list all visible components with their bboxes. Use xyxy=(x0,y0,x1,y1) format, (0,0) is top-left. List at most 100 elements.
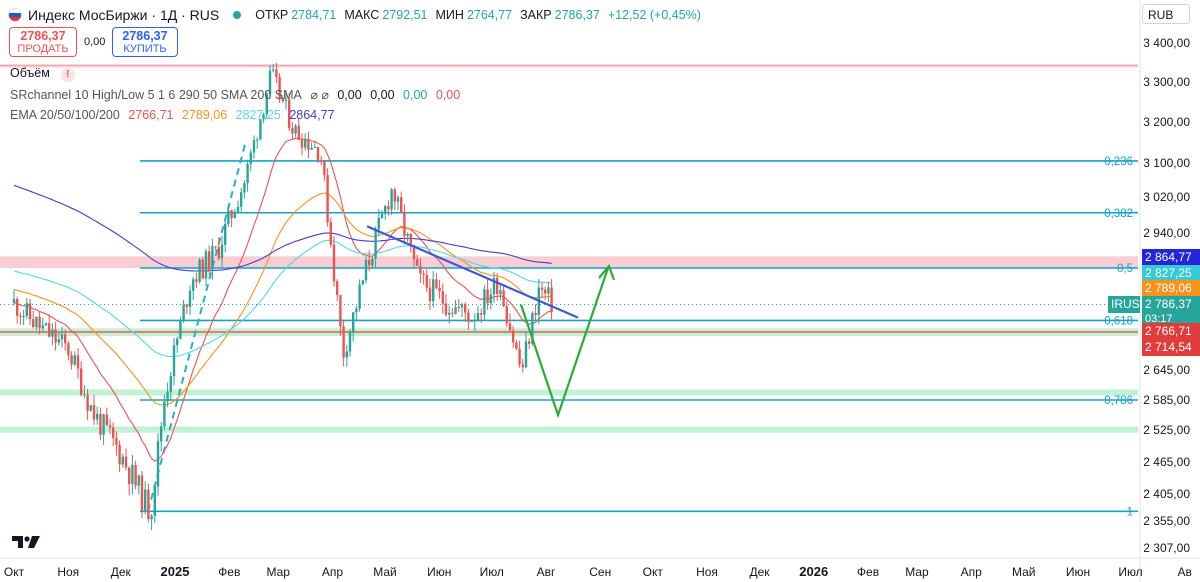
candle-body xyxy=(249,152,252,164)
candle-body xyxy=(156,441,160,487)
candle-body xyxy=(278,76,281,98)
candle-body xyxy=(313,147,316,149)
time-tick-label: Июл xyxy=(480,565,504,579)
candle-body xyxy=(220,244,224,259)
srchannel-name: SRchannel 10 High/Low 5 1 6 290 50 SMA 2… xyxy=(10,88,302,102)
price-label-symbol: IRUS xyxy=(1108,296,1140,313)
candle-body xyxy=(348,331,352,352)
ema-legend[interactable]: EMA 20/50/100/200 2766,71 2789,06 2827,2… xyxy=(10,108,340,122)
support-zone xyxy=(0,426,1138,433)
volume-indicator-legend[interactable]: Объём! xyxy=(10,66,80,82)
open-label: ОТКР xyxy=(255,8,289,22)
time-tick-label: Дек xyxy=(749,565,770,579)
time-tick-label: Окт xyxy=(4,565,25,579)
currency-selector[interactable]: RUB xyxy=(1142,4,1190,24)
market-status-dot-icon xyxy=(233,11,242,19)
candle-body xyxy=(240,192,243,207)
candle-body xyxy=(528,341,531,344)
candle-body xyxy=(393,189,396,202)
candle-body xyxy=(403,212,406,237)
high-label: МАКС xyxy=(344,8,380,22)
ema200-line xyxy=(13,184,552,272)
candle-body xyxy=(489,294,492,304)
time-tick-label: Апр xyxy=(322,565,344,579)
srchannel-value-3: 0,00 xyxy=(403,88,428,102)
candle-body xyxy=(275,69,278,77)
time-axis[interactable]: Окт Ноя Дек 2025 Фев Мар Апр Май Июн Июл Авг Сен Окт… xyxy=(0,557,1200,579)
price-tick-label: 3 300,00 xyxy=(1143,75,1190,89)
candle-body xyxy=(380,213,384,219)
candle-body xyxy=(387,206,390,210)
candle-body xyxy=(172,345,176,377)
candle-body xyxy=(140,475,144,511)
candle-body xyxy=(297,125,300,141)
price-tick-label: 2 307,00 xyxy=(1143,541,1190,555)
candle-body xyxy=(400,197,403,213)
price-axis[interactable]: 3 400,00 3 300,00 3 200,00 3 100,00 3 020,00… xyxy=(1139,0,1190,582)
candle-body xyxy=(265,93,268,115)
candle-body xyxy=(73,355,76,365)
price-label-ema200: 2 864,77 xyxy=(1142,249,1200,266)
candle-body xyxy=(467,312,470,322)
candle-body xyxy=(198,259,201,282)
candle-body xyxy=(435,279,438,289)
fib-level-label: 1 xyxy=(1127,506,1133,518)
candle-body xyxy=(425,274,428,288)
low-label: МИН xyxy=(435,8,464,22)
candle-body xyxy=(444,303,448,315)
srchannel-legend[interactable]: SRchannel 10 High/Low 5 1 6 290 50 SMA 2… xyxy=(10,87,465,102)
time-tick-label: Фев xyxy=(218,565,240,579)
candle-body xyxy=(230,210,233,218)
candle-body xyxy=(64,334,67,344)
buy-label: КУПИТЬ xyxy=(123,43,167,55)
candle-body xyxy=(470,320,473,322)
candle-body xyxy=(352,312,355,332)
candle-body xyxy=(476,313,480,321)
candle-body xyxy=(396,197,400,202)
candle-body xyxy=(48,323,51,337)
candle-body xyxy=(268,70,272,94)
ema-lines xyxy=(13,137,552,462)
sell-price: 2786,37 xyxy=(20,29,66,43)
candle-body xyxy=(92,405,96,420)
fib-level-label: 0,5 xyxy=(1117,263,1133,275)
candle-body xyxy=(160,426,163,442)
support-zone xyxy=(0,389,1138,396)
price-label-ema20: 2 766,71 xyxy=(1142,323,1200,340)
candle-body xyxy=(188,290,192,307)
candle-body xyxy=(374,229,377,259)
candle-body xyxy=(246,163,249,183)
candle-body xyxy=(419,265,422,274)
volume-label: Объём xyxy=(10,66,50,80)
time-tick-label: Ноя xyxy=(696,565,718,579)
candle-body xyxy=(211,246,214,270)
candle-body xyxy=(83,394,86,396)
candle-body xyxy=(35,316,38,328)
candle-body xyxy=(326,175,329,223)
candle-body xyxy=(41,325,44,329)
candle-body xyxy=(377,218,380,230)
buy-price: 2786,37 xyxy=(122,29,168,43)
candle-body xyxy=(262,114,265,120)
tradingview-logo-icon[interactable] xyxy=(12,534,42,550)
candle-body xyxy=(86,394,89,411)
symbol-header: Индекс МосБиржи · 1Д · RUS ОТКР 2784,71 М… xyxy=(8,5,701,25)
ema100-line xyxy=(13,239,552,358)
time-tick-label: Мар xyxy=(267,565,291,579)
candle-body xyxy=(112,427,115,439)
candle-body xyxy=(409,233,412,246)
candle-body xyxy=(259,119,262,140)
time-tick-label: Сен xyxy=(589,565,611,579)
candle-body xyxy=(339,294,342,327)
candle-body xyxy=(441,291,444,304)
warning-icon[interactable]: ! xyxy=(60,68,75,82)
candle-body xyxy=(457,307,460,309)
sell-button[interactable]: 2786,37 ПРОДАТЬ xyxy=(9,27,77,57)
buy-button[interactable]: 2786,37 КУПИТЬ xyxy=(112,27,178,57)
candle-body xyxy=(131,464,134,485)
srchannel-value-4: 0,00 xyxy=(435,88,461,102)
price-label-ema100: 2 827,25 xyxy=(1142,265,1200,282)
candle-body xyxy=(89,405,92,411)
symbol-title[interactable]: Индекс МосБиржи · 1Д · RUS xyxy=(28,7,220,23)
